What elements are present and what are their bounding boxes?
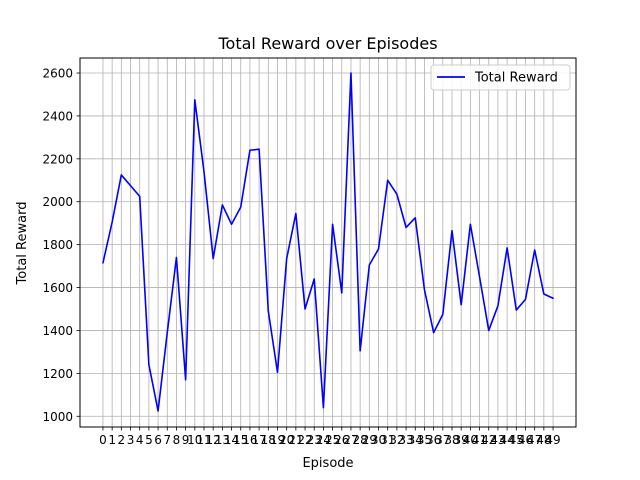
x-tick-label: 31 [380,433,395,447]
x-tick-label: 15 [233,433,248,447]
x-tick-label: 26 [334,433,349,447]
x-tick-label: 48 [536,433,551,447]
x-tick-label: 45 [509,433,524,447]
x-tick-label: 13 [215,433,230,447]
y-axis-ticks: 1000 1200 1400 1600 1800 2000 2200 2400 2600 [42,67,80,424]
y-tick-label: 1600 [42,281,73,295]
x-tick-label: 43 [490,433,505,447]
x-axis-label: Episode [302,456,353,471]
x-tick-label: 12 [206,433,221,447]
series-layer [102,72,554,412]
x-tick-label: 36 [426,433,441,447]
x-tick-label: 39 [454,433,469,447]
x-tick-label: 22 [297,433,312,447]
x-tick-label: 28 [353,433,368,447]
x-tick-label: 3 [127,433,135,447]
legend-box [430,64,571,91]
series-line-total-reward [102,72,554,412]
x-tick-label: 5 [145,433,153,447]
x-tick-label: 30 [371,433,386,447]
legend-label-total-reward: Total Reward [474,71,558,86]
x-tick-label: 21 [288,433,303,447]
x-tick-label: 25 [325,433,340,447]
x-tick-label: 37 [435,433,450,447]
y-tick-label: 2000 [42,195,73,209]
x-tick-label: 38 [444,433,459,447]
x-tick-label: 6 [154,433,162,447]
y-tick-label: 1000 [42,410,73,424]
x-tick-label: 47 [527,433,542,447]
x-tick-label: 8 [173,433,181,447]
y-axis-label: Total Reward [15,202,30,286]
x-tick-label: 27 [343,433,358,447]
x-axis-ticks: 0 1 2 3 4 5 6 7 8 9101112131415161718192021222324… [99,427,561,447]
x-tick-label: 20 [279,433,294,447]
x-tick-label: 46 [518,433,533,447]
x-tick-label: 11 [196,433,211,447]
x-tick-label: 24 [316,433,331,447]
x-tick-label: 2 [118,433,126,447]
chart-title: Total Reward over Episodes [217,34,437,53]
x-tick-label: 41 [472,433,487,447]
x-tick-label: 9 [182,433,190,447]
x-tick-label: 10 [187,433,202,447]
x-tick-label: 40 [463,433,478,447]
x-tick-label: 14 [224,433,239,447]
x-tick-label: 1 [108,433,116,447]
y-tick-label: 2200 [42,152,73,166]
x-tick-label: 18 [261,433,276,447]
x-tick-label: 7 [163,433,171,447]
x-tick-label: 4 [136,433,144,447]
y-tick-label: 1400 [42,324,73,338]
x-tick-label: 23 [307,433,322,447]
legend: Total Reward [430,64,571,91]
x-tick-label: 16 [242,433,257,447]
axes-frame [79,57,577,428]
x-tick-label: 44 [499,433,514,447]
x-tick-label: 19 [270,433,285,447]
x-tick-label: 32 [389,433,404,447]
x-tick-label: 29 [362,433,377,447]
x-tick-label: 49 [545,433,560,447]
x-tick-label: 17 [251,433,266,447]
y-tick-label: 2400 [42,109,73,123]
y-tick-label: 1800 [42,238,73,252]
y-tick-label: 1200 [42,367,73,381]
x-tick-label: 33 [398,433,413,447]
x-tick-label: 35 [417,433,432,447]
grid-lines [80,58,576,427]
x-tick-label: 42 [481,433,496,447]
x-tick-label: 0 [99,433,107,447]
y-tick-label: 2600 [42,67,73,81]
x-tick-label: 34 [408,433,423,447]
